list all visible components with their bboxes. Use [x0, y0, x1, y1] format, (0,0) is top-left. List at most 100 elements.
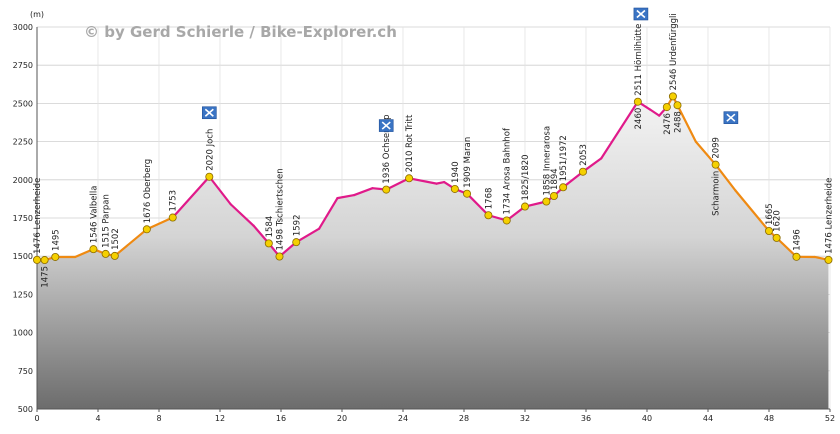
profile-segment: [775, 236, 798, 258]
waypoint-label: 1515 Parpan: [102, 194, 112, 248]
x-tick-label: 40: [642, 414, 652, 423]
waypoint-label: 1498 Tschiertschen: [275, 168, 285, 250]
waypoint-marker: [633, 97, 642, 106]
x-tick-label: 12: [215, 414, 225, 423]
waypoint-label: 1546 Valbella: [89, 186, 99, 244]
waypoint-label: 1936 Ochsenalp: [382, 114, 392, 183]
profile-segment: [113, 228, 148, 257]
y-tick-label: 1250: [13, 290, 33, 299]
x-tick-label: 4: [95, 414, 100, 423]
restaurant-icon: [633, 7, 649, 21]
waypoint-label: 1496: [792, 229, 802, 251]
waypoint-marker: [382, 185, 391, 194]
profile-segment: [562, 170, 585, 189]
waypoint-marker: [89, 245, 98, 254]
knife-stroke: [204, 108, 214, 117]
y-tick-label: 3000: [13, 23, 33, 32]
x-tick-label: 36: [581, 414, 591, 423]
waypoint-label: Scharmoin: [712, 171, 722, 216]
profile-segment: [229, 203, 255, 227]
waypoint-marker: [542, 197, 551, 206]
x-tick-label: 44: [703, 414, 713, 423]
waypoint-marker: [765, 226, 774, 235]
restaurant-icon: [378, 119, 394, 132]
waypoint-markers: [33, 92, 833, 265]
waypoint-label: 1676 Oberberg: [143, 159, 153, 224]
waypoint-marker: [521, 202, 530, 211]
waypoint-marker: [502, 216, 511, 225]
profile-segment: [734, 189, 771, 233]
x-tick-label: 24: [398, 414, 408, 423]
waypoint-label: 1825/1820: [521, 154, 531, 200]
waypoint-marker: [33, 255, 42, 264]
waypoint-label: 2476: [663, 113, 673, 135]
waypoint-label: 2099: [712, 137, 722, 159]
waypoint-marker: [205, 172, 214, 181]
profile-segment: [465, 192, 490, 217]
waypoint-label: 1495: [51, 229, 61, 251]
x-tick-label: 28: [459, 414, 469, 423]
waypoint-label: 1476 Lenzerheide: [824, 178, 834, 254]
waypoint-label: 1858 Innerarosa: [542, 126, 552, 196]
waypoint-label: 1768: [484, 188, 494, 210]
profile-segment: [318, 197, 339, 230]
waypoint-marker: [772, 233, 781, 242]
y-tick-label: 2250: [13, 138, 33, 147]
waypoint-marker: [275, 252, 284, 261]
waypoint-label: 1734 Arosa Bahnhof: [503, 127, 513, 214]
y-tick-label: 1750: [13, 214, 33, 223]
axes: 500 750 1000 1250 1500 1750 2000 2250 2500 2750 30…: [13, 23, 835, 423]
x-tick-label: 52: [825, 414, 835, 423]
waypoint-marker: [668, 92, 677, 101]
waypoint-label: 1909 Maran: [463, 137, 473, 188]
waypoint-label: 1502: [111, 228, 121, 250]
waypoint-marker: [463, 189, 472, 198]
profile-segment: [648, 108, 661, 117]
profile-segment: [676, 104, 697, 143]
profile-segment: [714, 163, 737, 192]
y-tick-label: 1000: [13, 329, 33, 338]
copyright-watermark: © by Gerd Schierle / Bike-Explorer.ch: [84, 23, 397, 41]
y-tick-label: 750: [18, 367, 33, 376]
waypoint-marker: [662, 103, 671, 112]
hut-icons: [202, 7, 739, 132]
waypoint-marker: [40, 256, 49, 265]
x-tick-label: 8: [156, 414, 161, 423]
x-tick-label: 48: [764, 414, 774, 423]
profile-segment: [694, 140, 717, 166]
waypoint-marker: [142, 225, 151, 234]
waypoint-marker: [292, 238, 301, 247]
y-tick-label: 1500: [13, 252, 33, 261]
waypoint-label: 1940: [451, 161, 461, 183]
y-tick-label: 500: [18, 405, 33, 414]
waypoint-label: 2010 Rot Tritt: [405, 114, 415, 172]
waypoint-label: 2020 Joch: [205, 129, 215, 171]
waypoint-label: 1592: [292, 215, 302, 237]
waypoint-marker: [673, 101, 682, 110]
waypoint-label: 1894: [550, 168, 560, 190]
knife-stroke: [726, 113, 736, 122]
waypoint-marker: [484, 211, 493, 220]
waypoint-label: 1584: [265, 216, 275, 238]
knife-stroke: [636, 9, 646, 19]
waypoint-label: 2053: [579, 144, 589, 166]
profile-segment: [145, 216, 174, 231]
profile-segment: [600, 100, 639, 160]
x-tick-label: 32: [520, 414, 530, 423]
y-axis-unit-label: (m): [30, 10, 44, 19]
profile-segment: [336, 193, 356, 200]
x-tick-label: 0: [34, 414, 39, 423]
x-tick-label: 20: [337, 414, 347, 423]
elevation-area: [37, 96, 829, 410]
profile-segment: [295, 227, 321, 244]
profile-segment: [435, 180, 446, 185]
waypoint-label: 1476 Lenzerheide: [33, 178, 43, 254]
waypoint-label: 1951/1972: [559, 135, 569, 181]
waypoint-label: 1475: [41, 266, 51, 288]
waypoint-marker: [559, 183, 568, 192]
x-tick-label: 16: [276, 414, 286, 423]
waypoint-marker: [264, 239, 273, 248]
waypoint-marker: [101, 249, 110, 258]
waypoint-label: 1620: [773, 210, 783, 232]
